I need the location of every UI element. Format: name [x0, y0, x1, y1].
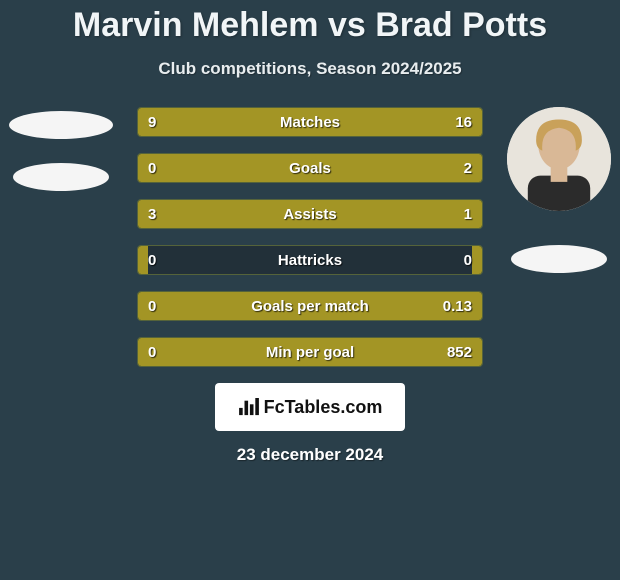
stat-row: 0852Min per goal: [137, 337, 483, 367]
stat-row: 31Assists: [137, 199, 483, 229]
person-icon: [507, 107, 611, 211]
player-left-column: [6, 107, 116, 191]
brand-text: FcTables.com: [264, 397, 383, 418]
player-right-flag: [511, 245, 607, 273]
player-right-avatar: [507, 107, 611, 211]
stat-label: Goals: [138, 154, 482, 182]
stat-label: Hattricks: [138, 246, 482, 274]
stat-label: Goals per match: [138, 292, 482, 320]
stat-row: 02Goals: [137, 153, 483, 183]
brand-box: FcTables.com: [215, 383, 405, 431]
footer-date: 23 december 2024: [0, 445, 620, 465]
page-title: Marvin Mehlem vs Brad Potts: [0, 0, 620, 45]
player-right-column: [504, 107, 614, 273]
player-left-flag: [13, 163, 109, 191]
stat-label: Assists: [138, 200, 482, 228]
comparison-content: 916Matches 02Goals 31Assists 00Hattricks 00.…: [0, 107, 620, 367]
stat-label: Min per goal: [138, 338, 482, 366]
stat-label: Matches: [138, 108, 482, 136]
bars-icon: [238, 398, 260, 416]
stat-bars: 916Matches 02Goals 31Assists 00Hattricks 00.…: [137, 107, 483, 367]
stat-row: 00Hattricks: [137, 245, 483, 275]
brand-logo: FcTables.com: [238, 397, 383, 418]
stat-row: 916Matches: [137, 107, 483, 137]
stat-row: 00.13Goals per match: [137, 291, 483, 321]
player-left-avatar: [9, 111, 113, 139]
page-subtitle: Club competitions, Season 2024/2025: [0, 59, 620, 79]
